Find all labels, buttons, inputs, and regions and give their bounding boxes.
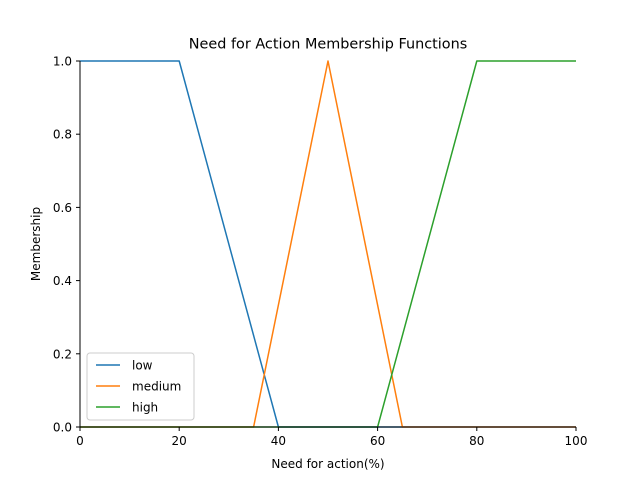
legend-frame xyxy=(86,352,195,421)
legend-label-low: low xyxy=(132,359,153,373)
y-tick-label: 0.6 xyxy=(53,201,72,215)
y-tick-label: 0.8 xyxy=(53,128,72,142)
x-tick-label: 0 xyxy=(76,434,84,448)
x-tick-label: 20 xyxy=(172,434,187,448)
x-tick-label: 40 xyxy=(271,434,286,448)
y-tick-label: 0.0 xyxy=(53,421,72,435)
x-tick-label: 60 xyxy=(370,434,385,448)
chart-title: Need for Action Membership Functions xyxy=(189,37,467,53)
legend-label-high: high xyxy=(132,401,158,415)
y-tick-label: 0.4 xyxy=(53,274,72,288)
x-tick-label: 100 xyxy=(565,434,588,448)
legend-label-medium: medium xyxy=(132,380,181,394)
ticks-layer: 0 20 40 60 80 100 0.0 0.2 0.4 0.6 0.8 1.0 xyxy=(53,55,588,449)
x-tick-label: 80 xyxy=(469,434,484,448)
y-tick-label: 0.2 xyxy=(53,347,72,361)
legend: low medium high xyxy=(86,352,195,421)
y-axis-label: Membership xyxy=(29,207,43,281)
y-tick-label: 1.0 xyxy=(53,55,72,69)
x-axis-label: Need for action(%) xyxy=(271,457,384,471)
axes-layer xyxy=(79,61,576,428)
